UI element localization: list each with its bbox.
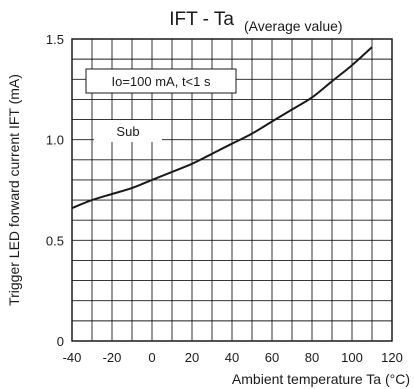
sub-annotation: Sub	[94, 120, 162, 142]
x-tick-label: 20	[185, 350, 199, 365]
x-tick-label: 100	[341, 350, 363, 365]
x-tick-label: 80	[305, 350, 319, 365]
x-tick-label: 0	[148, 350, 155, 365]
chart-subtitle: (Average value)	[244, 18, 343, 34]
y-axis-label: Trigger LED forward current IFT (mA)	[6, 74, 22, 306]
y-tick-label: 0.5	[46, 233, 64, 248]
x-tick-label: -40	[63, 350, 82, 365]
x-tick-label: 40	[225, 350, 239, 365]
x-tick-label: 120	[381, 350, 403, 365]
series-line	[71, 46, 373, 210]
condition-annotation: Io=100 mA, t<1 s	[85, 68, 237, 94]
y-tick-label: 0	[57, 334, 64, 349]
sub-annotation-text: Sub	[116, 124, 139, 139]
x-tick-label: 60	[265, 350, 279, 365]
x-tick-label: -20	[103, 350, 122, 365]
y-tick-label: 1.0	[46, 133, 64, 148]
condition-annotation-box	[85, 68, 237, 94]
plot-frame	[71, 38, 393, 342]
x-axis-label: Ambient temperature Ta (°C)	[232, 371, 410, 387]
y-tick-label: 1.5	[46, 32, 64, 47]
sub-annotation-box	[94, 120, 162, 142]
chart-title: IFT - Ta	[169, 9, 234, 30]
tick-labels: -40 -20 0 20 40 60 80 100 120 0 0.5 1.0 1.5	[46, 32, 403, 365]
condition-annotation-text: Io=100 mA, t<1 s	[111, 74, 211, 89]
